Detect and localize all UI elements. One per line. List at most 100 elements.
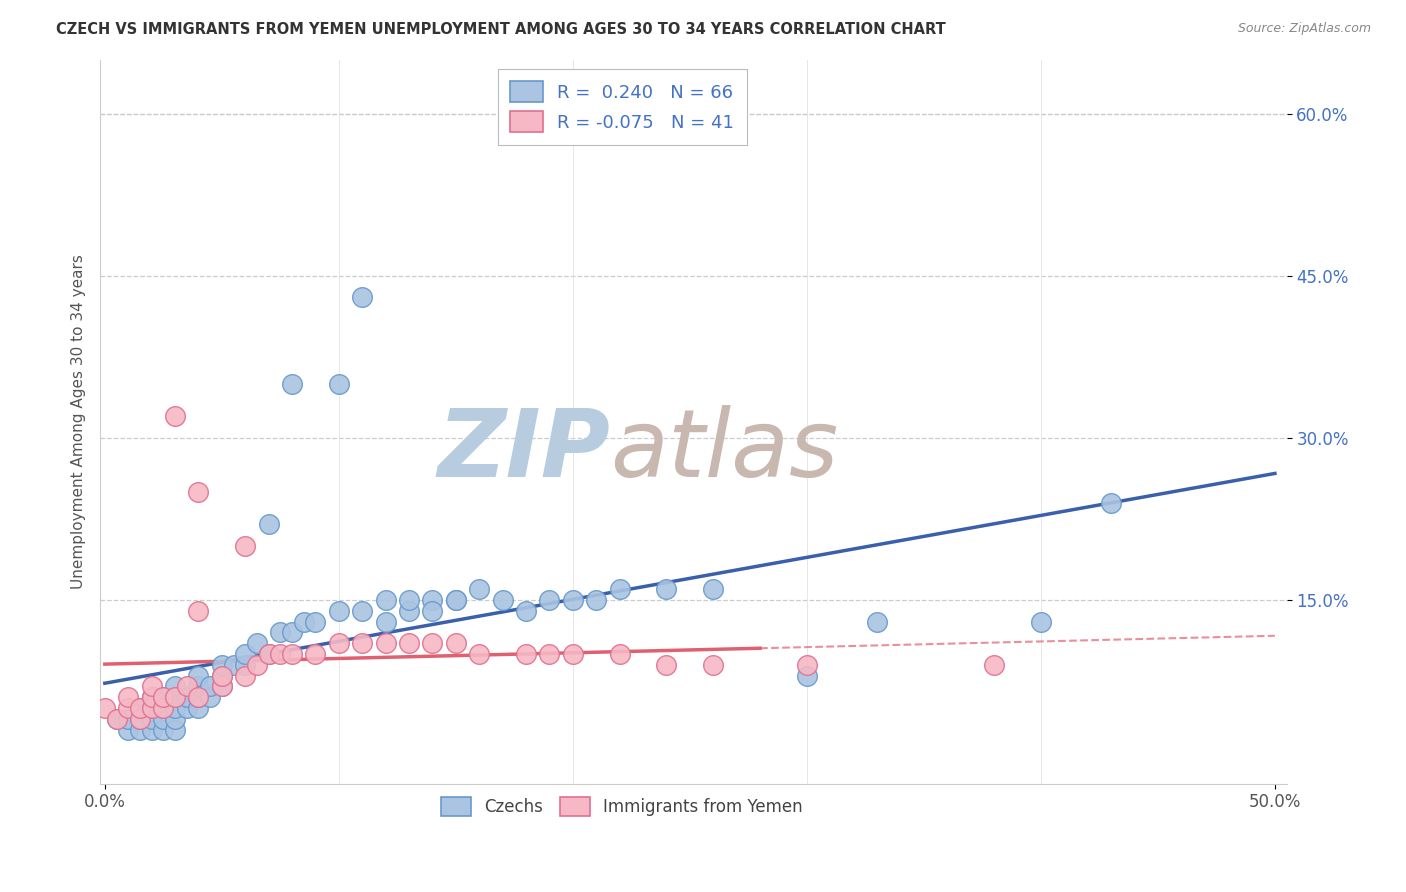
Point: [328, 376, 350, 391]
Point: [374, 615, 396, 629]
Point: [374, 593, 396, 607]
Point: [422, 593, 444, 607]
Point: [398, 593, 420, 607]
Text: ZIP: ZIP: [437, 405, 610, 497]
Point: [281, 647, 304, 661]
Point: [152, 701, 174, 715]
Point: [257, 517, 280, 532]
Point: [1099, 496, 1122, 510]
Point: [163, 712, 186, 726]
Point: [352, 604, 374, 618]
Point: [538, 593, 561, 607]
Point: [117, 723, 139, 737]
Point: [222, 657, 245, 672]
Point: [246, 636, 269, 650]
Point: [269, 625, 291, 640]
Point: [796, 668, 818, 682]
Point: [233, 647, 256, 661]
Point: [176, 690, 198, 705]
Point: [129, 712, 152, 726]
Point: [129, 701, 152, 715]
Point: [211, 657, 233, 672]
Point: [374, 636, 396, 650]
Point: [94, 701, 117, 715]
Text: Source: ZipAtlas.com: Source: ZipAtlas.com: [1237, 22, 1371, 36]
Point: [702, 582, 724, 597]
Point: [129, 723, 152, 737]
Point: [187, 701, 209, 715]
Point: [422, 604, 444, 618]
Point: [105, 712, 128, 726]
Legend: Czechs, Immigrants from Yemen: Czechs, Immigrants from Yemen: [432, 787, 813, 826]
Point: [163, 690, 186, 705]
Point: [444, 593, 467, 607]
Text: atlas: atlas: [610, 405, 838, 496]
Point: [105, 712, 128, 726]
Point: [515, 647, 537, 661]
Point: [163, 701, 186, 715]
Point: [585, 593, 607, 607]
Point: [468, 647, 491, 661]
Point: [304, 647, 326, 661]
Point: [702, 657, 724, 672]
Point: [444, 593, 467, 607]
Point: [187, 690, 209, 705]
Point: [163, 690, 186, 705]
Point: [152, 701, 174, 715]
Point: [444, 636, 467, 650]
Point: [292, 615, 315, 629]
Point: [246, 657, 269, 672]
Point: [117, 712, 139, 726]
Point: [152, 690, 174, 705]
Point: [129, 712, 152, 726]
Point: [422, 636, 444, 650]
Point: [211, 668, 233, 682]
Point: [176, 680, 198, 694]
Point: [152, 712, 174, 726]
Point: [187, 668, 209, 682]
Point: [352, 290, 374, 304]
Point: [233, 539, 256, 553]
Point: [141, 690, 163, 705]
Point: [187, 484, 209, 499]
Text: CZECH VS IMMIGRANTS FROM YEMEN UNEMPLOYMENT AMONG AGES 30 TO 34 YEARS CORRELATIO: CZECH VS IMMIGRANTS FROM YEMEN UNEMPLOYM…: [56, 22, 946, 37]
Point: [211, 668, 233, 682]
Y-axis label: Unemployment Among Ages 30 to 34 years: Unemployment Among Ages 30 to 34 years: [72, 254, 86, 589]
Point: [515, 604, 537, 618]
Point: [328, 604, 350, 618]
Point: [468, 582, 491, 597]
Point: [538, 647, 561, 661]
Point: [491, 593, 513, 607]
Point: [1029, 615, 1052, 629]
Point: [269, 647, 291, 661]
Point: [281, 376, 304, 391]
Point: [211, 680, 233, 694]
Point: [233, 657, 256, 672]
Point: [983, 657, 1005, 672]
Point: [141, 723, 163, 737]
Point: [141, 690, 163, 705]
Point: [198, 680, 221, 694]
Point: [561, 647, 583, 661]
Point: [152, 723, 174, 737]
Point: [187, 680, 209, 694]
Point: [117, 690, 139, 705]
Point: [233, 668, 256, 682]
Point: [328, 636, 350, 650]
Point: [141, 712, 163, 726]
Point: [129, 701, 152, 715]
Point: [609, 582, 631, 597]
Point: [257, 647, 280, 661]
Point: [141, 701, 163, 715]
Point: [163, 723, 186, 737]
Point: [796, 657, 818, 672]
Point: [398, 604, 420, 618]
Point: [141, 701, 163, 715]
Point: [398, 636, 420, 650]
Point: [187, 690, 209, 705]
Point: [866, 615, 889, 629]
Point: [655, 657, 678, 672]
Point: [163, 409, 186, 424]
Point: [163, 680, 186, 694]
Point: [352, 636, 374, 650]
